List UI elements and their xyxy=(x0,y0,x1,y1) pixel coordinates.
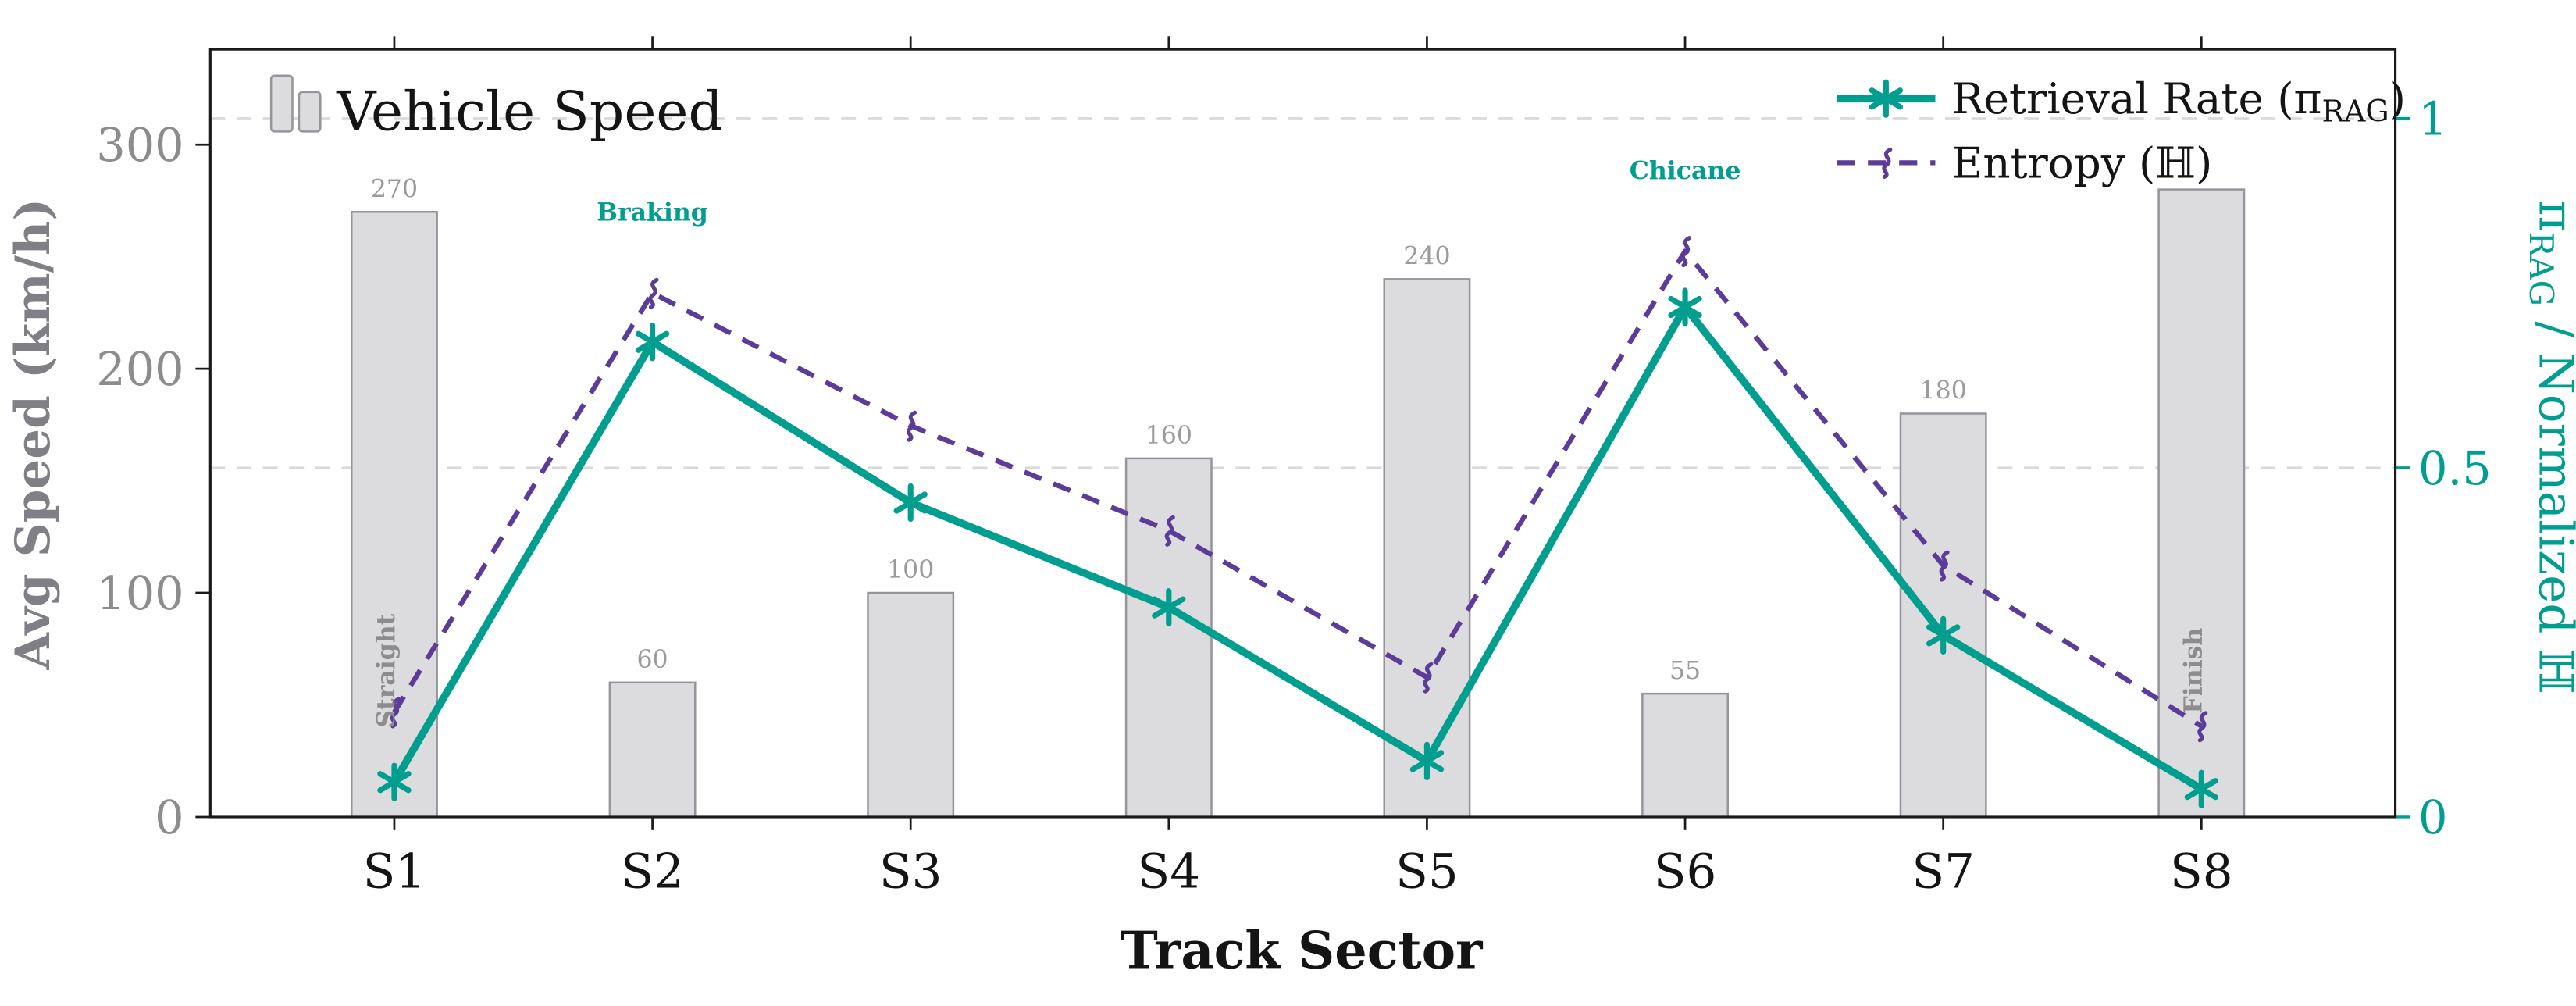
bar-S4 xyxy=(1124,457,1213,819)
right-axis-title-rest: / Normalized ℍ xyxy=(2528,306,2576,694)
left-axis-title: Avg Speed (km/h) xyxy=(5,198,61,671)
asterisk-marker xyxy=(893,483,928,523)
bar-S8 xyxy=(2157,188,2246,819)
bar-value-label: 55 xyxy=(1669,657,1701,685)
entropy-line xyxy=(392,248,2203,729)
plot-frame xyxy=(208,48,2397,819)
bar-value-label: 160 xyxy=(1145,422,1192,450)
asterisk-marker xyxy=(1869,79,1904,118)
annotation-straight: Straight xyxy=(372,613,401,727)
right-axis-title: πRAG / Normalized ℍ xyxy=(2522,200,2576,694)
x-tick-label: S3 xyxy=(879,844,942,899)
squiggle-marker xyxy=(1939,550,1950,582)
bar-S6 xyxy=(1641,692,1730,819)
retrieval-line xyxy=(390,303,2204,793)
asterisk-marker xyxy=(635,323,670,362)
left-axis-title-main: Avg Speed xyxy=(5,379,61,671)
legend-entropy-label: Entropy (ℍ) xyxy=(1951,137,2212,187)
asterisk-marker xyxy=(2184,769,2218,808)
right-tick-label: 1 xyxy=(2418,92,2447,146)
squiggle-marker xyxy=(1423,662,1434,694)
bar-S5 xyxy=(1383,278,1471,819)
left-tick-label: 300 xyxy=(96,118,183,172)
annotation-chicane: Chicane xyxy=(1630,156,1741,185)
squiggle-marker xyxy=(907,410,917,442)
x-axis-title: Track Sector xyxy=(1120,922,1484,981)
left-axis-title-units: (km/h) xyxy=(5,198,61,379)
x-tick-label: S6 xyxy=(1654,844,1717,899)
legend-retrieval-label: Retrieval Rate (πRAG) xyxy=(1951,73,2405,129)
bars-layer: 270 60 100 160 240 55 180 xyxy=(350,175,2246,819)
legend-bar-swatch xyxy=(269,74,294,133)
bar-value-label: 240 xyxy=(1403,242,1450,270)
x-tick-label: S7 xyxy=(1912,844,1975,899)
left-tick-label: 0 xyxy=(155,790,183,844)
right-axis-title-subscript: RAG xyxy=(2522,231,2560,306)
frame-layer xyxy=(208,48,2397,819)
tick-labels-layer: 0 100 200 300 S1 S2 S3 S4 S5 S6 S7 S8 0 0.5 1 xyxy=(96,92,2491,900)
x-tick-label: S8 xyxy=(2170,844,2233,899)
left-tick-label: 200 xyxy=(96,342,183,396)
bar-S7 xyxy=(1899,412,1987,819)
left-tick-label: 100 xyxy=(96,566,183,620)
asterisk-marker xyxy=(1152,588,1186,627)
legend-retrieval-prefix: Retrieval Rate (π xyxy=(1951,73,2321,123)
bar-value-label: 270 xyxy=(371,175,418,203)
squiggle-marker xyxy=(390,697,401,729)
right-tick-label: 0.5 xyxy=(2418,441,2492,495)
asterisk-marker xyxy=(1668,287,1702,326)
squiggle-marker xyxy=(1882,147,1893,179)
legend-retrieval-suffix: ) xyxy=(2389,73,2406,123)
x-tick-label: S5 xyxy=(1395,844,1459,899)
bar-value-label: 180 xyxy=(1920,377,1967,405)
right-axis-title-pi: π xyxy=(2528,200,2576,231)
asterisk-marker xyxy=(1409,741,1445,781)
squiggle-marker xyxy=(2197,711,2208,743)
legend-vehicle-speed-label: Vehicle Speed xyxy=(336,80,723,143)
annotation-braking: Braking xyxy=(597,198,708,227)
x-tick-label: S2 xyxy=(621,844,684,899)
legend-retrieval-subscript: RAG xyxy=(2321,95,2389,129)
squiggle-marker xyxy=(1164,515,1175,547)
annotations-layer: Braking Chicane Straight Finish xyxy=(372,156,2207,728)
squiggle-marker xyxy=(1681,236,1692,268)
x-tick-label: S4 xyxy=(1138,844,1201,899)
ticks-layer xyxy=(195,36,2410,830)
legend-marks-layer xyxy=(269,74,1936,179)
x-tick-label: S1 xyxy=(363,844,426,899)
right-tick-label: 0 xyxy=(2418,790,2447,844)
bar-S2 xyxy=(608,681,697,819)
bar-value-label: 60 xyxy=(636,646,668,674)
asterisk-marker xyxy=(377,762,412,801)
squiggle-marker xyxy=(648,277,659,309)
retrieval-line-layer xyxy=(377,287,2218,808)
legend-bar-swatch xyxy=(298,91,322,133)
bar-S3 xyxy=(867,591,955,819)
bar-value-label: 100 xyxy=(887,556,934,584)
asterisk-marker xyxy=(1926,615,1961,655)
annotation-finish: Finish xyxy=(2179,628,2207,714)
grid-layer xyxy=(210,117,2396,469)
entropy-line-layer xyxy=(390,236,2208,743)
